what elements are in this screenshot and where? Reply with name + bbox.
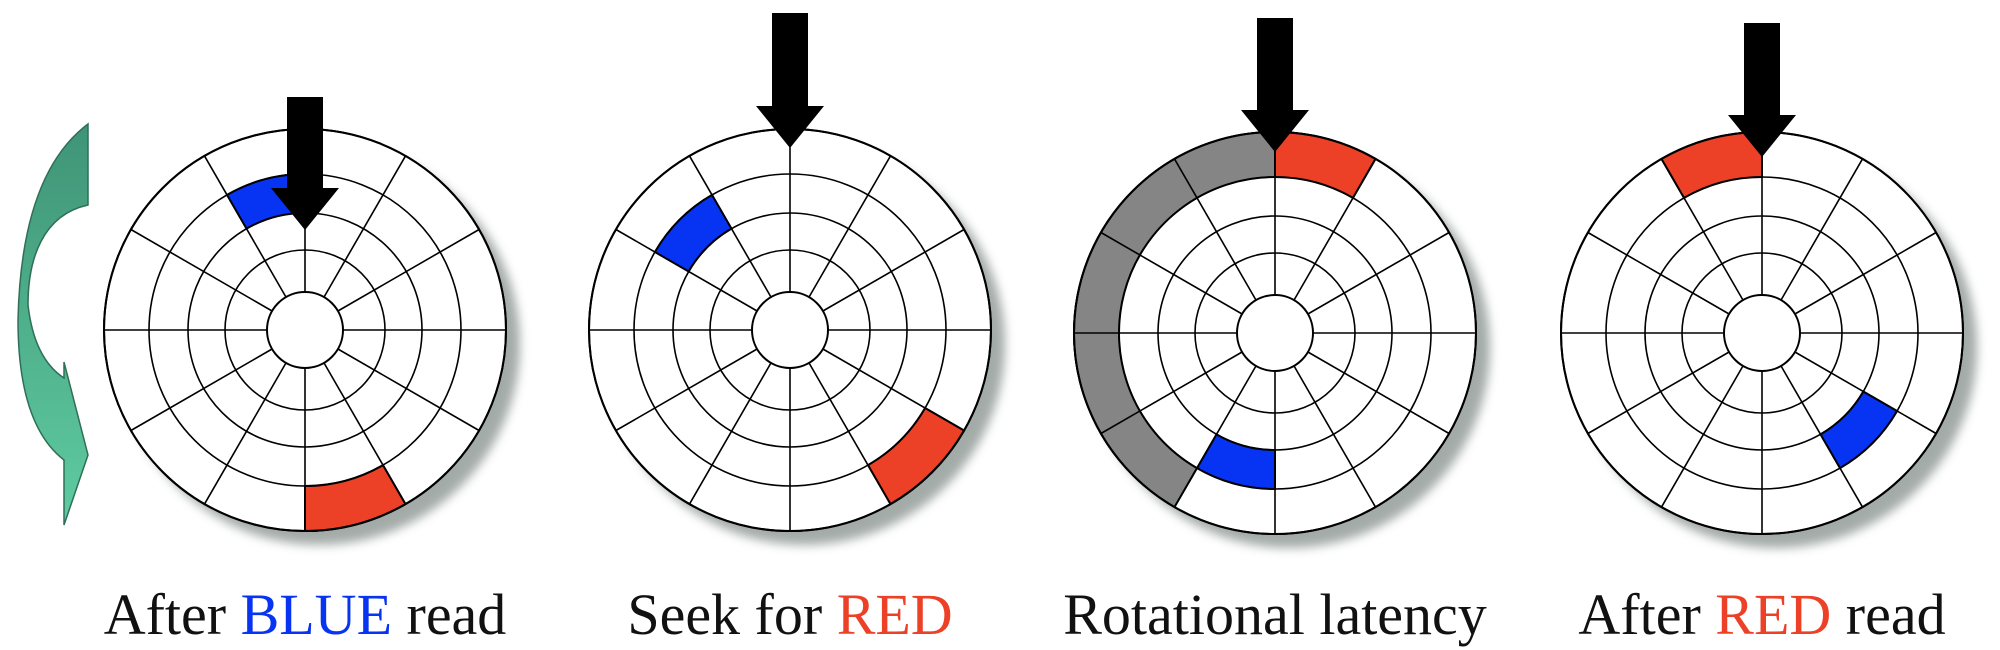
disk-rotational-latency bbox=[1073, 18, 1490, 548]
sector-line bbox=[337, 228, 480, 312]
sector-line bbox=[688, 362, 772, 505]
sector-line bbox=[1307, 351, 1450, 435]
caption-part: BLUE bbox=[240, 582, 392, 647]
caption-part: Rotational latency bbox=[1063, 582, 1487, 647]
caption-after-blue-read: After BLUE read bbox=[104, 580, 507, 650]
sector-line bbox=[822, 228, 965, 312]
caption-rotational-latency: Rotational latency bbox=[1063, 580, 1487, 650]
sector-line bbox=[808, 155, 892, 298]
disk-hub bbox=[751, 291, 829, 369]
sector-line bbox=[203, 155, 287, 298]
sector-line bbox=[1173, 158, 1257, 301]
disk-after-blue-read bbox=[103, 97, 520, 545]
sector-line bbox=[1293, 365, 1377, 508]
sector-line bbox=[1293, 158, 1377, 301]
sector-line bbox=[1587, 351, 1730, 435]
caption-part: read bbox=[1831, 582, 1946, 647]
read-head-arrow-icon bbox=[271, 97, 339, 230]
disk-hub bbox=[1236, 294, 1314, 372]
sector-line bbox=[1173, 365, 1257, 508]
rotation-arrow-icon bbox=[17, 122, 89, 526]
disk-hub bbox=[266, 291, 344, 369]
sector-line bbox=[808, 362, 892, 505]
sector-line bbox=[323, 362, 407, 505]
sector-line bbox=[130, 228, 273, 312]
sector-line bbox=[337, 348, 480, 432]
disk-after-red-read bbox=[1560, 23, 1977, 548]
sector-line bbox=[1794, 231, 1937, 315]
read-head-arrow-icon bbox=[756, 13, 824, 148]
sector-line bbox=[1660, 365, 1744, 508]
sector-line bbox=[130, 348, 273, 432]
sector-line bbox=[1100, 351, 1243, 435]
caption-part: RED bbox=[836, 582, 953, 647]
sector-line bbox=[203, 362, 287, 505]
sector-line bbox=[1780, 365, 1864, 508]
sector-line bbox=[1307, 231, 1450, 315]
sector-line bbox=[323, 155, 407, 298]
sector-line bbox=[822, 348, 965, 432]
caption-part: read bbox=[392, 582, 507, 647]
sector-line bbox=[1780, 158, 1864, 301]
caption-part: RED bbox=[1715, 582, 1832, 647]
caption-part: After bbox=[1578, 582, 1716, 647]
sector-line bbox=[615, 228, 758, 312]
read-head-arrow-icon bbox=[1241, 18, 1309, 152]
read-head-arrow-icon bbox=[1728, 23, 1796, 157]
sector-line bbox=[1100, 231, 1243, 315]
caption-part: After bbox=[103, 582, 241, 647]
sector-line bbox=[1794, 351, 1937, 435]
caption-after-red-read: After RED read bbox=[1578, 580, 1945, 650]
caption-part: Seek for bbox=[627, 582, 837, 647]
disk-hub bbox=[1723, 294, 1801, 372]
sector-line bbox=[1660, 158, 1744, 301]
disk-seek-for-red bbox=[588, 13, 1005, 545]
sector-line bbox=[688, 155, 772, 298]
sector-line bbox=[1587, 231, 1730, 315]
sector-line bbox=[615, 348, 758, 432]
caption-seek-for-red: Seek for RED bbox=[627, 580, 952, 650]
